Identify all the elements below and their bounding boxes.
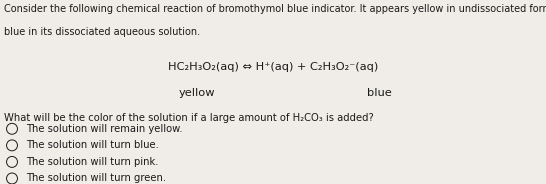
Text: yellow: yellow: [179, 88, 215, 98]
Text: HC₂H₃O₂(aq) ⇔ H⁺(aq) + C₂H₃O₂⁻(aq): HC₂H₃O₂(aq) ⇔ H⁺(aq) + C₂H₃O₂⁻(aq): [168, 62, 378, 72]
Text: Consider the following chemical reaction of bromothymol blue indicator. It appea: Consider the following chemical reaction…: [4, 4, 546, 14]
Text: blue: blue: [367, 88, 392, 98]
Text: What will be the color of the solution if a large amount of H₂CO₃ is added?: What will be the color of the solution i…: [4, 113, 374, 123]
Text: The solution will remain yellow.: The solution will remain yellow.: [26, 124, 183, 134]
Text: blue in its dissociated aqueous solution.: blue in its dissociated aqueous solution…: [4, 27, 200, 37]
Text: The solution will turn blue.: The solution will turn blue.: [26, 140, 159, 150]
Text: The solution will turn green.: The solution will turn green.: [26, 174, 167, 183]
Text: The solution will turn pink.: The solution will turn pink.: [26, 157, 159, 167]
